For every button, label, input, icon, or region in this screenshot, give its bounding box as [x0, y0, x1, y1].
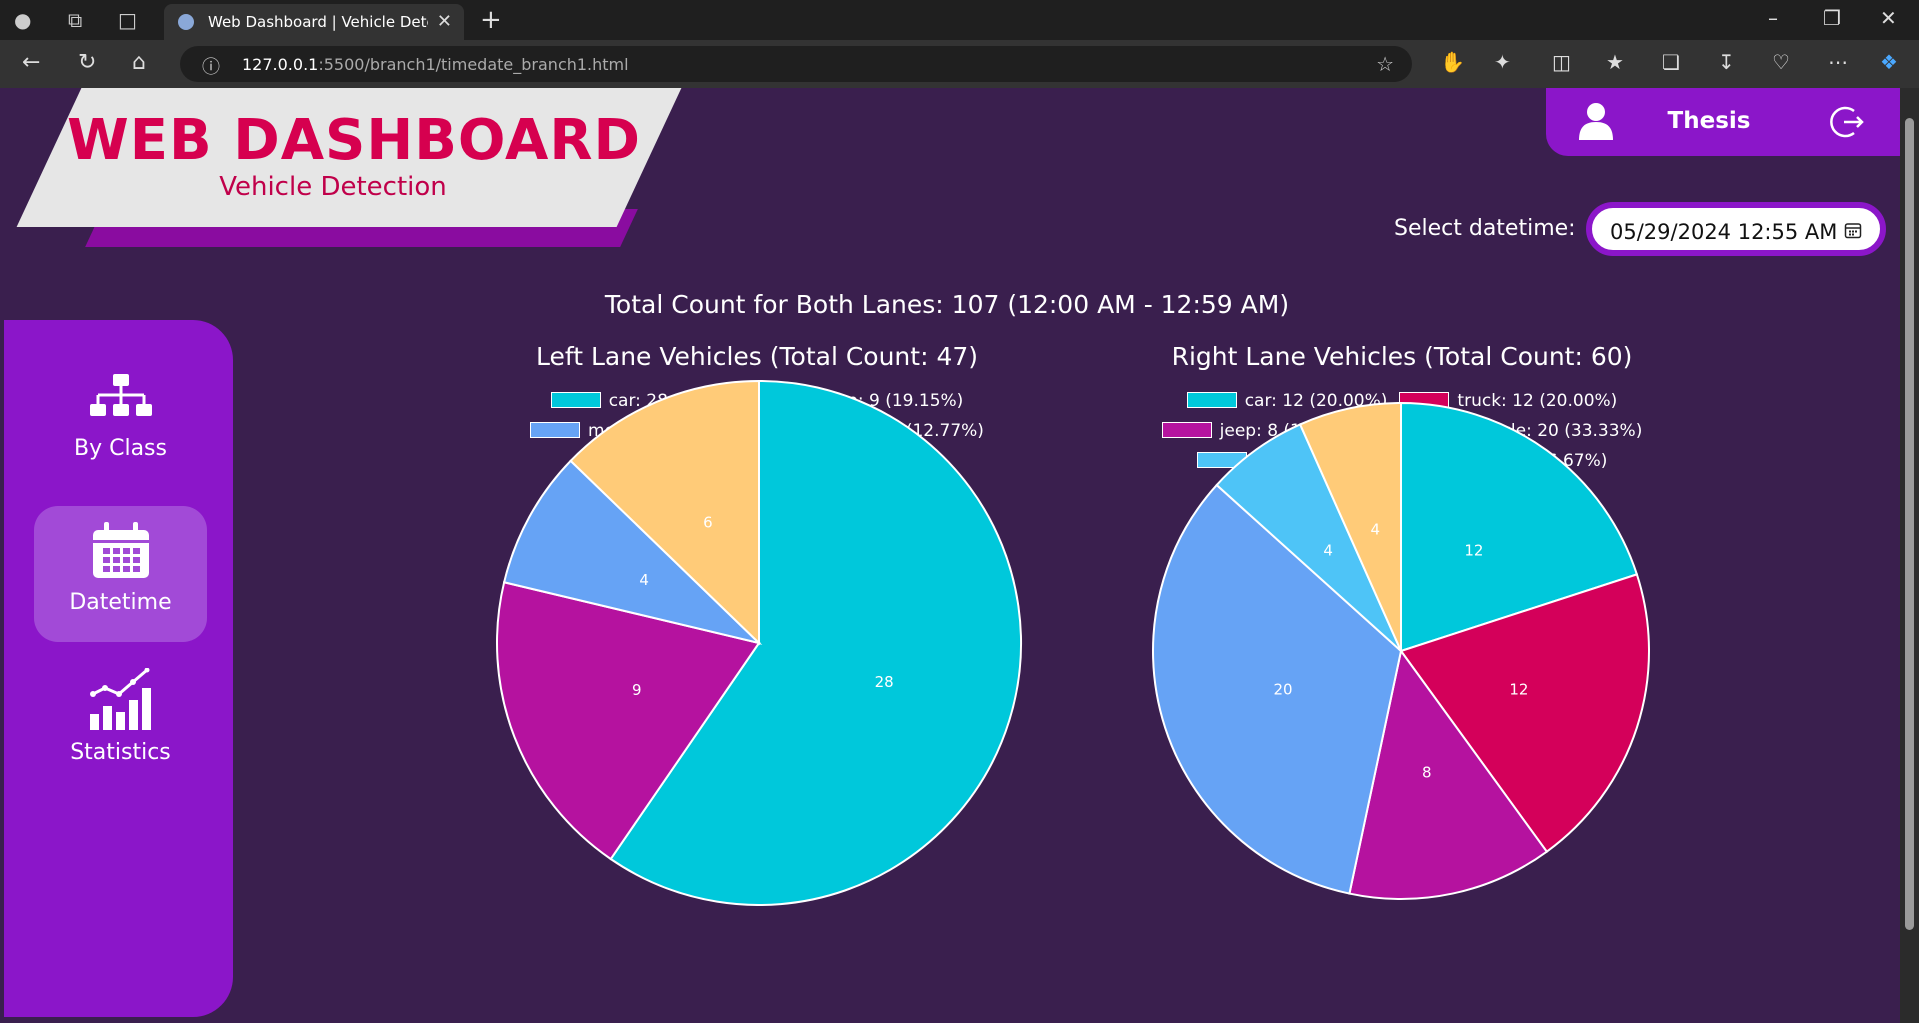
dashboard-page: WEB DASHBOARD Vehicle Detection Thesis S…: [4, 88, 1900, 1017]
profile-icon[interactable]: ●: [14, 8, 32, 32]
sidebar-item-statistics[interactable]: Statistics: [34, 656, 207, 792]
pie-slice-motorcycle[interactable]: [1152, 483, 1403, 895]
pie-slice-motorcycle[interactable]: [502, 459, 763, 645]
pie-value-label-motorcycle: 4: [639, 571, 649, 589]
legend-item-car[interactable]: car: 12 (20.00%): [1186, 386, 1388, 416]
browser-tab[interactable]: Web Dashboard | Vehicle Detecti ✕: [164, 4, 464, 40]
right-chart-title: Right Lane Vehicles (Total Count: 60): [1171, 342, 1633, 371]
tab-actions-icon[interactable]: □: [118, 8, 137, 32]
left-chart-title: Left Lane Vehicles (Total Count: 47): [535, 342, 979, 371]
pie-slice-truck[interactable]: [1399, 573, 1650, 854]
dashboard-subtitle: Vehicle Detection: [219, 172, 447, 202]
legend-label: car: 12 (20.00%): [1244, 391, 1388, 411]
calendar-icon: [92, 522, 149, 578]
dashboard-title: WEB DASHBOARD: [67, 108, 641, 173]
legend-swatch: [550, 392, 601, 408]
url-text: 127.0.0.1:5500/branch1/timedate_branch1.…: [242, 55, 629, 74]
minimize-icon[interactable]: –: [1768, 6, 1778, 30]
copilot-icon[interactable]: ❖: [1880, 50, 1898, 74]
pie-slice-car[interactable]: [609, 379, 1022, 906]
tab-favicon-icon: [178, 14, 194, 30]
favorite-star-icon[interactable]: ☆: [1376, 52, 1394, 76]
address-bar[interactable]: ⓘ 127.0.0.1:5500/branch1/timedate_branch…: [180, 46, 1412, 82]
more-menu-icon[interactable]: ⋯: [1828, 50, 1848, 74]
pie-slice-van[interactable]: [569, 379, 760, 646]
sidebar-label-datetime: Datetime: [69, 590, 172, 615]
right-lane-pie-chart: 12 12 8 20 4 4: [1152, 401, 1650, 900]
back-icon[interactable]: ←: [22, 50, 41, 75]
site-info-icon[interactable]: ⓘ: [202, 57, 220, 78]
pie-value-label-car: 12: [1464, 542, 1483, 560]
logout-icon[interactable]: [1830, 104, 1866, 140]
sidebar-label-statistics: Statistics: [70, 740, 171, 765]
pie-value-label-jeep: 8: [1422, 763, 1432, 781]
pie-value-label-van: 6: [703, 513, 713, 531]
favorites-icon[interactable]: ★: [1606, 50, 1624, 74]
pie-slice-van[interactable]: [1298, 401, 1402, 652]
pie-value-label-truck: 12: [1509, 680, 1528, 698]
datetime-input[interactable]: 05/29/2024 12:55 AM: [1586, 202, 1886, 256]
pie-value-label-van: 4: [1370, 521, 1380, 539]
sitemap-icon: [89, 374, 152, 416]
browser-tab-bar: ● ⧉ □ Web Dashboard | Vehicle Detecti ✕ …: [0, 0, 1919, 40]
new-tab-icon[interactable]: +: [480, 5, 502, 35]
legend-label: truck: 12 (20.00%): [1457, 391, 1618, 411]
total-count-heading: Total Count for Both Lanes: 107 (12:00 A…: [604, 290, 1290, 319]
sidebar-label-by-class: By Class: [74, 436, 167, 461]
calendar-picker-icon[interactable]: [1844, 221, 1862, 239]
browser-essentials-icon[interactable]: ♡: [1772, 50, 1790, 74]
user-icon: [1579, 103, 1613, 140]
home-icon[interactable]: ⌂: [132, 50, 146, 75]
user-name: Thesis: [1667, 108, 1751, 134]
tab-close-icon[interactable]: ✕: [436, 11, 452, 32]
adblock-icon[interactable]: ✋: [1440, 50, 1465, 74]
pie-slice-jeep[interactable]: [496, 581, 761, 861]
chart-growth-icon: [89, 668, 151, 730]
close-window-icon[interactable]: ✕: [1880, 6, 1897, 30]
sidebar: By Class Datetime: [4, 320, 233, 1017]
legend-swatch: [1161, 422, 1212, 438]
scrollbar-thumb[interactable]: [1905, 118, 1914, 930]
user-panel: Thesis: [1546, 88, 1900, 156]
datetime-value: 05/29/2024 12:55 AM: [1610, 220, 1838, 244]
pie-slice-car[interactable]: [1400, 401, 1639, 653]
pie-value-label-car: 28: [875, 673, 894, 691]
browser-nav-bar: ← ↻ ⌂ ⓘ 127.0.0.1:5500/branch1/timedate_…: [0, 40, 1919, 88]
split-screen-icon[interactable]: ◫: [1552, 50, 1571, 74]
pie-value-label-motorcycle: 20: [1274, 680, 1293, 698]
datetime-label: Select datetime:: [1394, 216, 1576, 241]
legend-row: car: 12 (20.00%) truck: 12 (20.00%): [1122, 386, 1682, 416]
downloads-icon[interactable]: ↧: [1718, 50, 1735, 74]
refresh-icon[interactable]: ↻: [78, 50, 97, 75]
pie-value-label-jeep: 9: [632, 681, 642, 699]
restore-icon[interactable]: ❐: [1823, 6, 1841, 30]
sidebar-item-by-class[interactable]: By Class: [34, 352, 207, 488]
pie-slice-jeep[interactable]: [1348, 648, 1549, 900]
collections-icon[interactable]: ❏: [1662, 50, 1680, 74]
left-lane-pie-chart: 28 9 4 6: [496, 379, 1022, 906]
pie-value-label-tricycle: 4: [1323, 542, 1333, 560]
extensions-icon[interactable]: ✦: [1494, 50, 1511, 74]
sidebar-item-datetime[interactable]: Datetime: [34, 506, 207, 642]
page-scrollbar[interactable]: [1900, 88, 1919, 1023]
legend-swatch: [1186, 392, 1237, 408]
legend-swatch: [530, 422, 581, 438]
tab-title: Web Dashboard | Vehicle Detecti: [208, 13, 428, 31]
workspaces-icon[interactable]: ⧉: [68, 8, 83, 32]
